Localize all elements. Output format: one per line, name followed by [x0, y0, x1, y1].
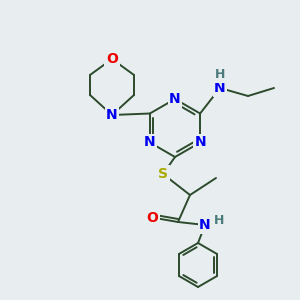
- Text: N: N: [199, 218, 211, 232]
- Text: N: N: [214, 81, 226, 95]
- Text: N: N: [169, 92, 181, 106]
- Text: H: H: [215, 68, 225, 82]
- Text: N: N: [106, 108, 118, 122]
- Text: N: N: [194, 136, 206, 149]
- Text: H: H: [214, 214, 224, 226]
- Text: N: N: [144, 136, 156, 149]
- Text: S: S: [158, 167, 168, 181]
- Text: O: O: [106, 52, 118, 66]
- Text: O: O: [146, 211, 158, 225]
